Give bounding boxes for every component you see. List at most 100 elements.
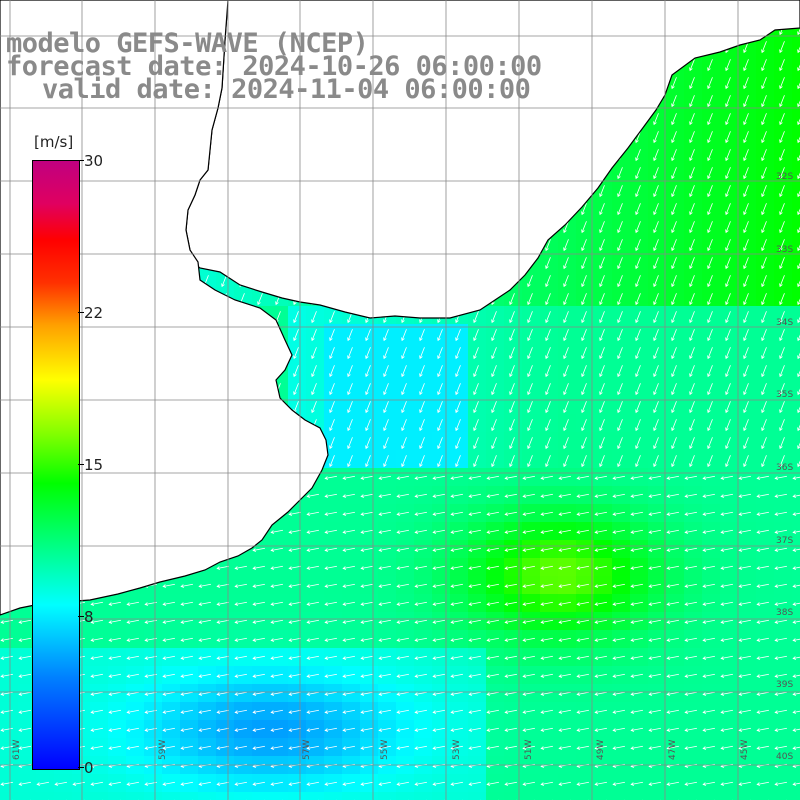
wind-arrow <box>545 383 551 395</box>
wind-arrow <box>667 493 680 497</box>
wind-arrow-head <box>725 355 729 360</box>
wind-arrow <box>689 401 695 413</box>
wind-arrow <box>419 437 425 449</box>
wind-arrow-head <box>581 409 585 414</box>
wind-arrow-head <box>383 427 387 432</box>
wind-arrow-head <box>702 494 707 498</box>
wind-arrow <box>527 347 533 359</box>
wind-arrow <box>721 583 734 587</box>
wind-arrow <box>635 401 641 413</box>
wind-arrow-head <box>419 355 423 360</box>
wind-arrow-head <box>648 476 653 480</box>
wind-arrow-head <box>756 494 761 498</box>
wind-arrow <box>401 329 407 341</box>
wind-speed-cell <box>270 792 288 800</box>
wind-arrow <box>599 203 605 215</box>
wind-arrow-head <box>306 548 311 552</box>
wind-arrow <box>401 419 407 431</box>
wind-arrow <box>401 437 407 449</box>
wind-arrow <box>311 329 317 341</box>
wind-arrow <box>725 347 731 359</box>
wind-arrow <box>613 565 626 569</box>
wind-arrow-head <box>743 445 747 450</box>
wind-arrow <box>397 511 410 515</box>
wind-arrow-head <box>270 584 275 588</box>
wind-arrow <box>725 311 731 323</box>
wind-arrow <box>725 239 731 251</box>
wind-arrow <box>743 203 749 215</box>
wind-arrow <box>581 239 587 251</box>
wind-arrow-head <box>414 566 419 570</box>
wind-arrow <box>491 311 497 323</box>
wind-arrow <box>365 365 371 377</box>
wind-arrow-head <box>347 373 351 378</box>
wind-arrow <box>383 419 389 431</box>
wind-speed-cell <box>738 792 756 800</box>
wind-speed-cell <box>792 396 800 414</box>
wind-arrow <box>649 583 662 587</box>
wind-arrow <box>775 529 788 533</box>
wind-arrow <box>595 493 608 497</box>
wind-arrow-head <box>617 247 621 252</box>
wind-arrow-head <box>743 373 747 378</box>
wind-arrow-head <box>630 530 635 534</box>
wind-arrow <box>653 203 659 215</box>
wind-arrow <box>671 95 677 107</box>
wind-arrow <box>433 511 446 515</box>
wind-arrow <box>617 293 623 305</box>
wind-arrow <box>437 455 443 467</box>
wind-arrow-head <box>540 584 545 588</box>
wind-arrow <box>509 329 515 341</box>
wind-arrow-head <box>653 175 657 180</box>
wind-arrow-head <box>653 373 657 378</box>
wind-arrow <box>599 455 605 467</box>
wind-arrow <box>721 493 734 497</box>
wind-arrow-head <box>347 463 351 468</box>
wind-arrow <box>487 493 500 497</box>
wind-arrow <box>779 401 785 413</box>
wind-speed-cell <box>792 162 800 180</box>
wind-arrow-head <box>761 103 765 108</box>
wind-speed-cell <box>198 792 216 800</box>
wind-arrow <box>743 131 749 143</box>
wind-arrow <box>653 239 659 251</box>
wind-arrow-head <box>383 445 387 450</box>
wind-arrow <box>779 149 785 161</box>
wind-arrow <box>181 583 194 587</box>
wind-arrow <box>725 419 731 431</box>
wind-arrow <box>599 275 605 287</box>
wind-arrow-head <box>455 355 459 360</box>
wind-arrow-head <box>455 373 459 378</box>
wind-arrow-head <box>455 463 459 468</box>
wind-arrow <box>577 565 590 569</box>
wind-arrow <box>491 401 497 413</box>
wind-arrow-head <box>774 566 779 570</box>
wind-arrow <box>311 365 317 377</box>
wind-arrow <box>343 565 356 569</box>
wind-arrow <box>635 329 641 341</box>
wind-arrow-head <box>198 584 203 588</box>
wind-arrow-head <box>720 476 725 480</box>
wind-arrow <box>437 437 443 449</box>
wind-arrow <box>703 493 716 497</box>
wind-arrow-head <box>689 175 693 180</box>
wind-arrow-head <box>581 427 585 432</box>
wind-arrow-head <box>761 355 765 360</box>
wind-arrow <box>739 529 752 533</box>
wind-speed-cell <box>792 126 800 144</box>
wind-arrow <box>581 401 587 413</box>
wind-arrow <box>419 329 425 341</box>
wind-arrow <box>635 257 641 269</box>
wind-arrow-head <box>581 355 585 360</box>
wind-arrow <box>361 583 374 587</box>
wind-arrow <box>505 511 518 515</box>
wind-speed-cell <box>756 792 774 800</box>
wind-arrow <box>667 565 680 569</box>
wind-arrow <box>581 257 587 269</box>
wind-arrow-head <box>509 409 513 414</box>
wind-arrow-head <box>576 548 581 552</box>
wind-arrow <box>761 203 767 215</box>
wind-arrow <box>379 475 392 479</box>
wind-arrow-head <box>558 548 563 552</box>
wind-arrow <box>343 511 356 515</box>
